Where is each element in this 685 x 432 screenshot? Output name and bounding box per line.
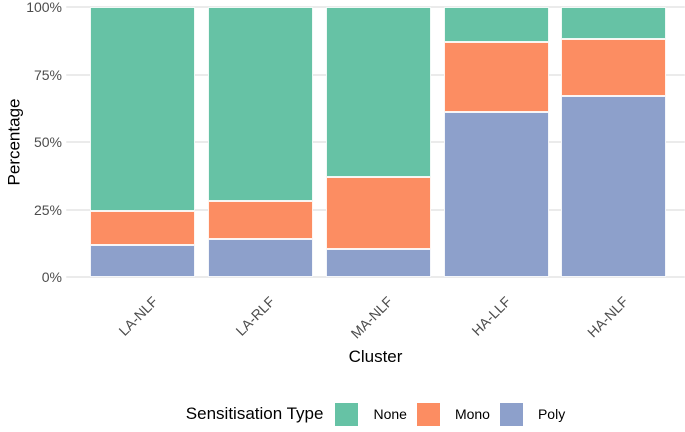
x-tick-label-la-rlf: LA-RLF <box>232 293 279 339</box>
bar-segment-ha-nlf-poly <box>561 96 667 277</box>
y-tick-label-100: 100% <box>26 0 62 15</box>
y-tick-label-0: 0% <box>41 269 62 285</box>
bar-la-nlf <box>90 7 196 277</box>
bar-segment-ha-nlf-none <box>561 7 667 40</box>
legend-label-poly: Poly <box>537 406 566 422</box>
bar-segment-la-rlf-poly <box>208 239 314 277</box>
bar-segment-ha-llf-none <box>443 7 549 43</box>
y-tick-label-50: 50% <box>33 134 62 150</box>
bar-segment-ma-nlf-none <box>325 7 431 178</box>
legend-label-none: None <box>373 406 407 422</box>
bar-segment-la-nlf-none <box>90 7 196 211</box>
bar-segment-ma-nlf-poly <box>325 248 431 277</box>
legend-swatch-mono <box>416 402 440 426</box>
x-tick-label-ma-nlf: MA-NLF <box>347 293 397 342</box>
bar-segment-la-rlf-none <box>208 7 314 202</box>
plot-panel <box>66 6 685 278</box>
bar-ma-nlf <box>325 7 431 277</box>
legend-title: Sensitisation Type <box>185 404 324 423</box>
legend-item-none: None <box>335 402 407 426</box>
legend-label-mono: Mono <box>454 406 490 422</box>
bar-segment-ma-nlf-mono <box>325 177 431 249</box>
x-axis-title: Cluster <box>348 347 403 366</box>
legend-swatch-poly <box>499 402 523 426</box>
bar-ha-nlf <box>561 7 667 277</box>
x-tick-label-la-nlf: LA-NLF <box>115 293 161 339</box>
y-tick-label-75: 75% <box>33 66 62 83</box>
gridline-0 <box>66 276 685 278</box>
bar-ha-llf <box>443 7 549 277</box>
bar-segment-la-rlf-mono <box>208 201 314 240</box>
y-tick-label-25: 25% <box>33 201 62 218</box>
bar-segment-ha-nlf-mono <box>561 39 667 97</box>
x-tick-label-ha-llf: HA-LLF <box>468 293 514 339</box>
bar-segment-la-nlf-poly <box>90 244 196 277</box>
legend: Sensitisation Type None Mono Poly <box>66 399 685 429</box>
bar-segment-la-nlf-mono <box>90 210 196 245</box>
legend-item-poly: Poly <box>499 402 566 426</box>
bar-segment-ha-llf-mono <box>443 42 549 113</box>
legend-item-mono: Mono <box>416 402 490 426</box>
bar-segment-ha-llf-poly <box>443 112 549 277</box>
x-tick-label-ha-nlf: HA-NLF <box>584 293 632 341</box>
legend-swatch-none <box>335 402 359 426</box>
bar-la-rlf <box>208 7 314 277</box>
